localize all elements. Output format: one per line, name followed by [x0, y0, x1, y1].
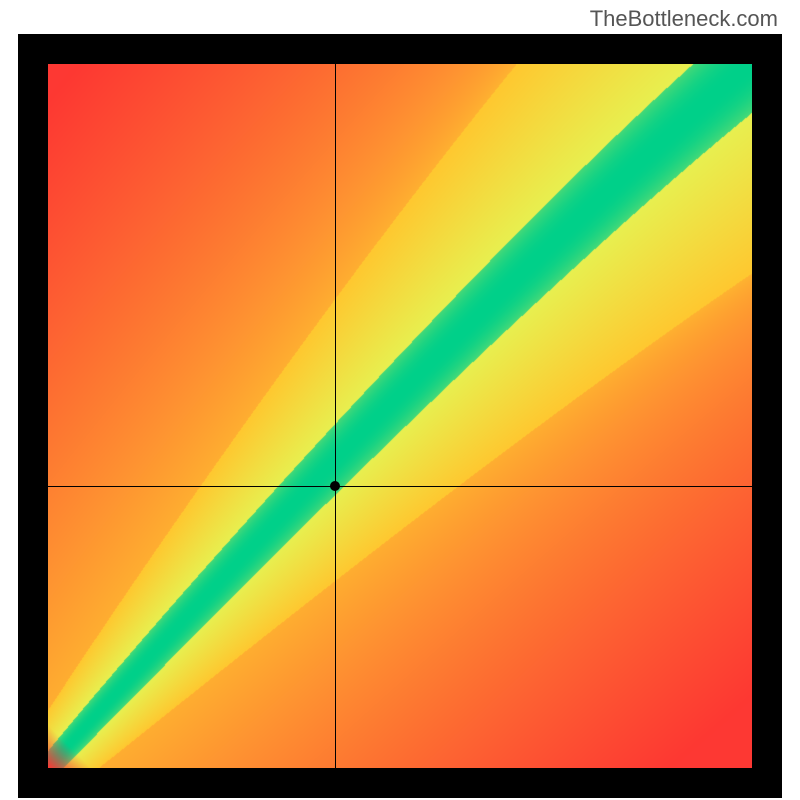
- chart-plot-area: [48, 64, 752, 768]
- chart-frame: [18, 34, 782, 798]
- heatmap-canvas: [48, 64, 752, 768]
- attribution-text: TheBottleneck.com: [590, 6, 778, 32]
